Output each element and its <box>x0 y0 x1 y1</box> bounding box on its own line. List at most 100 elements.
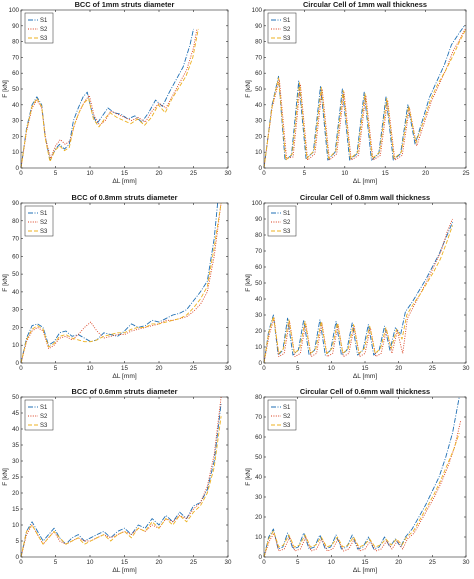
series-line-s2 <box>21 397 222 557</box>
y-tick-label: 40 <box>255 296 262 303</box>
x-tick-label: 30 <box>463 559 470 566</box>
legend-label-s2: S2 <box>40 220 48 226</box>
y-tick-label: 30 <box>255 312 262 319</box>
y-tick-label: 30 <box>12 118 19 125</box>
y-tick-label: 40 <box>255 102 262 109</box>
y-tick-label: 70 <box>255 414 262 421</box>
legend-label-s2: S2 <box>40 27 48 33</box>
legend: S1 S2 S3 <box>24 12 54 44</box>
x-tick-label: 0 <box>262 559 266 566</box>
y-tick-label: 20 <box>12 133 19 140</box>
x-tick-label: 25 <box>429 559 436 566</box>
legend-label-s3: S3 <box>283 229 291 235</box>
x-tick-label: 5 <box>54 559 58 566</box>
y-tick-label: 40 <box>12 102 19 109</box>
x-tick-label: 5 <box>54 170 58 177</box>
x-tick-label: 10 <box>87 559 94 566</box>
x-tick-label: 20 <box>156 170 163 177</box>
y-tick-label: 20 <box>12 324 19 331</box>
series-line-s3 <box>21 28 199 168</box>
x-tick-label: 5 <box>54 365 58 372</box>
y-tick-label: 25 <box>12 474 19 481</box>
series-line-s3 <box>21 203 222 363</box>
y-tick-label: 0 <box>259 165 263 172</box>
x-tick-label: 5 <box>296 365 300 372</box>
x-tick-label: 15 <box>121 365 128 372</box>
x-tick-label: 25 <box>190 170 197 177</box>
plot-area <box>264 397 466 557</box>
legend-label-s1: S1 <box>283 405 291 411</box>
series-line-s2 <box>264 28 466 168</box>
y-tick-label: 80 <box>12 218 19 225</box>
y-axis-label: F [kN] <box>2 274 9 292</box>
legend-label-s2: S2 <box>283 27 291 33</box>
series-line-s1 <box>264 222 453 363</box>
x-tick-label: 30 <box>225 365 232 372</box>
series-line-s1 <box>21 203 219 363</box>
legend-label-s3: S3 <box>283 36 291 42</box>
y-tick-label: 100 <box>252 200 263 207</box>
x-tick-label: 25 <box>429 365 436 372</box>
y-tick-label: 30 <box>12 307 19 314</box>
chart-panel-6: Circular Cell of 0.6mm wall thickness 0 5 1… <box>245 387 470 574</box>
y-tick-label: 50 <box>255 454 262 461</box>
chart-title: BCC of 0.8mm struts diameter <box>72 193 178 202</box>
y-tick-label: 40 <box>12 289 19 296</box>
legend-label-s1: S1 <box>40 405 48 411</box>
y-tick-label: 80 <box>255 394 262 401</box>
series-line-s1 <box>264 25 465 168</box>
y-tick-label: 60 <box>255 264 262 271</box>
y-tick-label: 0 <box>16 554 20 561</box>
x-tick-label: 10 <box>341 170 348 177</box>
y-tick-label: 20 <box>255 514 262 521</box>
x-tick-label: 15 <box>382 170 389 177</box>
y-tick-label: 45 <box>12 410 19 417</box>
axes-box <box>20 9 229 169</box>
chart-title: Circular Cell of 0.6mm wall thickness <box>300 387 430 396</box>
legend-box <box>267 12 297 44</box>
series-line-s3 <box>264 432 460 557</box>
y-tick-label: 50 <box>12 271 19 278</box>
y-axis-label: F [kN] <box>245 80 252 98</box>
x-tick-label: 10 <box>87 170 94 177</box>
x-tick-label: 15 <box>121 170 128 177</box>
legend: S1 S2 S3 <box>267 12 297 44</box>
series-group <box>21 28 199 168</box>
y-tick-label: 30 <box>255 118 262 125</box>
x-tick-label: 20 <box>395 365 402 372</box>
axes-box <box>263 9 467 169</box>
x-tick-label: 20 <box>156 559 163 566</box>
legend-label-s3: S3 <box>283 423 291 429</box>
y-tick-label: 10 <box>12 522 19 529</box>
y-tick-label: 60 <box>12 253 19 260</box>
series-line-s3 <box>21 416 222 557</box>
chart-panel-3: BCC of 0.8mm struts diameter 0 5 10 15 20 25 30… <box>2 193 232 380</box>
legend-label-s3: S3 <box>40 36 48 42</box>
y-tick-label: 40 <box>255 474 262 481</box>
x-tick-label: 10 <box>328 559 335 566</box>
legend-box <box>267 399 297 431</box>
y-tick-label: 10 <box>255 149 262 156</box>
plot-area <box>21 203 228 363</box>
y-tick-label: 0 <box>259 554 263 561</box>
x-tick-label: 20 <box>395 559 402 566</box>
x-tick-label: 0 <box>19 559 23 566</box>
legend: S1 S2 S3 <box>24 399 54 431</box>
axes-box <box>263 396 467 558</box>
plot-area <box>264 203 466 363</box>
legend-label-s2: S2 <box>40 414 48 420</box>
series-line-s3 <box>264 28 466 168</box>
x-tick-label: 5 <box>296 559 300 566</box>
y-axis-label: F [kN] <box>245 468 252 486</box>
x-axis-label: ΔL [mm] <box>112 178 136 185</box>
x-tick-label: 0 <box>19 170 23 177</box>
y-tick-label: 50 <box>12 86 19 93</box>
y-axis-label: F [kN] <box>245 274 252 292</box>
y-tick-label: 70 <box>12 236 19 243</box>
legend: S1 S2 S3 <box>267 205 297 237</box>
legend-label-s1: S1 <box>283 18 291 24</box>
y-tick-label: 20 <box>255 133 262 140</box>
x-axis-label: ΔL [mm] <box>112 567 136 574</box>
chart-panel-4: Circular Cell of 0.8mm wall thickness 0 5 1… <box>245 193 470 380</box>
axes-box <box>263 202 467 364</box>
